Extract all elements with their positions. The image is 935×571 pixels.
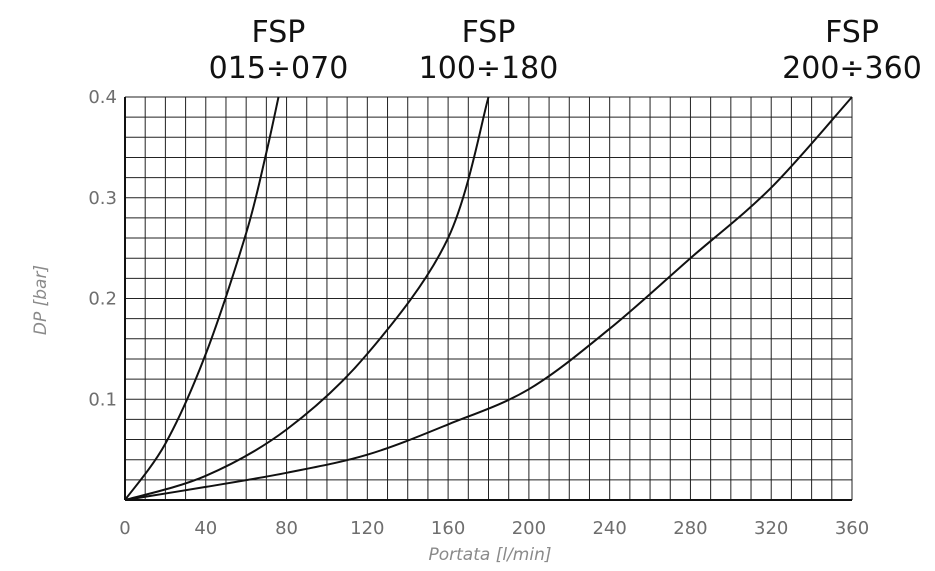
x-tick-label: 120 bbox=[350, 518, 384, 539]
y-tick-label: 0.3 bbox=[88, 188, 117, 209]
x-tick-label: 160 bbox=[431, 518, 465, 539]
x-tick-label: 320 bbox=[754, 518, 788, 539]
x-axis-title: Portata [l/min] bbox=[429, 545, 552, 565]
x-tick-label: 80 bbox=[275, 518, 298, 539]
series-label-range: 100÷180 bbox=[419, 51, 559, 86]
axes bbox=[124, 97, 852, 501]
x-tick-label: 360 bbox=[835, 518, 869, 539]
series-label-name: FSP bbox=[462, 15, 516, 50]
series-line-2 bbox=[124, 96, 490, 501]
series-line-1 bbox=[124, 96, 280, 501]
curves bbox=[124, 96, 853, 501]
x-tick-label: 0 bbox=[119, 518, 130, 539]
series-label-range: 200÷360 bbox=[782, 51, 922, 86]
y-axis-title: DP [bar] bbox=[31, 265, 51, 335]
x-tick-label: 280 bbox=[673, 518, 707, 539]
y-tick-label: 0.2 bbox=[88, 289, 117, 310]
x-tick-label: 40 bbox=[194, 518, 217, 539]
series-label-range: 015÷070 bbox=[209, 51, 349, 86]
y-tick-labels: 0.1 0.2 0.3 0.4 bbox=[88, 87, 117, 410]
x-tick-label: 200 bbox=[512, 518, 546, 539]
series-label-name: FSP bbox=[825, 15, 879, 50]
y-tick-label: 0.1 bbox=[88, 389, 117, 410]
series-label-name: FSP bbox=[252, 15, 306, 50]
x-tick-labels: 0 40 80 120 160 200 240 280 320 360 bbox=[119, 518, 869, 539]
grid bbox=[124, 96, 853, 501]
y-tick-label: 0.4 bbox=[88, 87, 117, 108]
x-tick-label: 240 bbox=[592, 518, 626, 539]
series-line-3 bbox=[124, 96, 853, 501]
